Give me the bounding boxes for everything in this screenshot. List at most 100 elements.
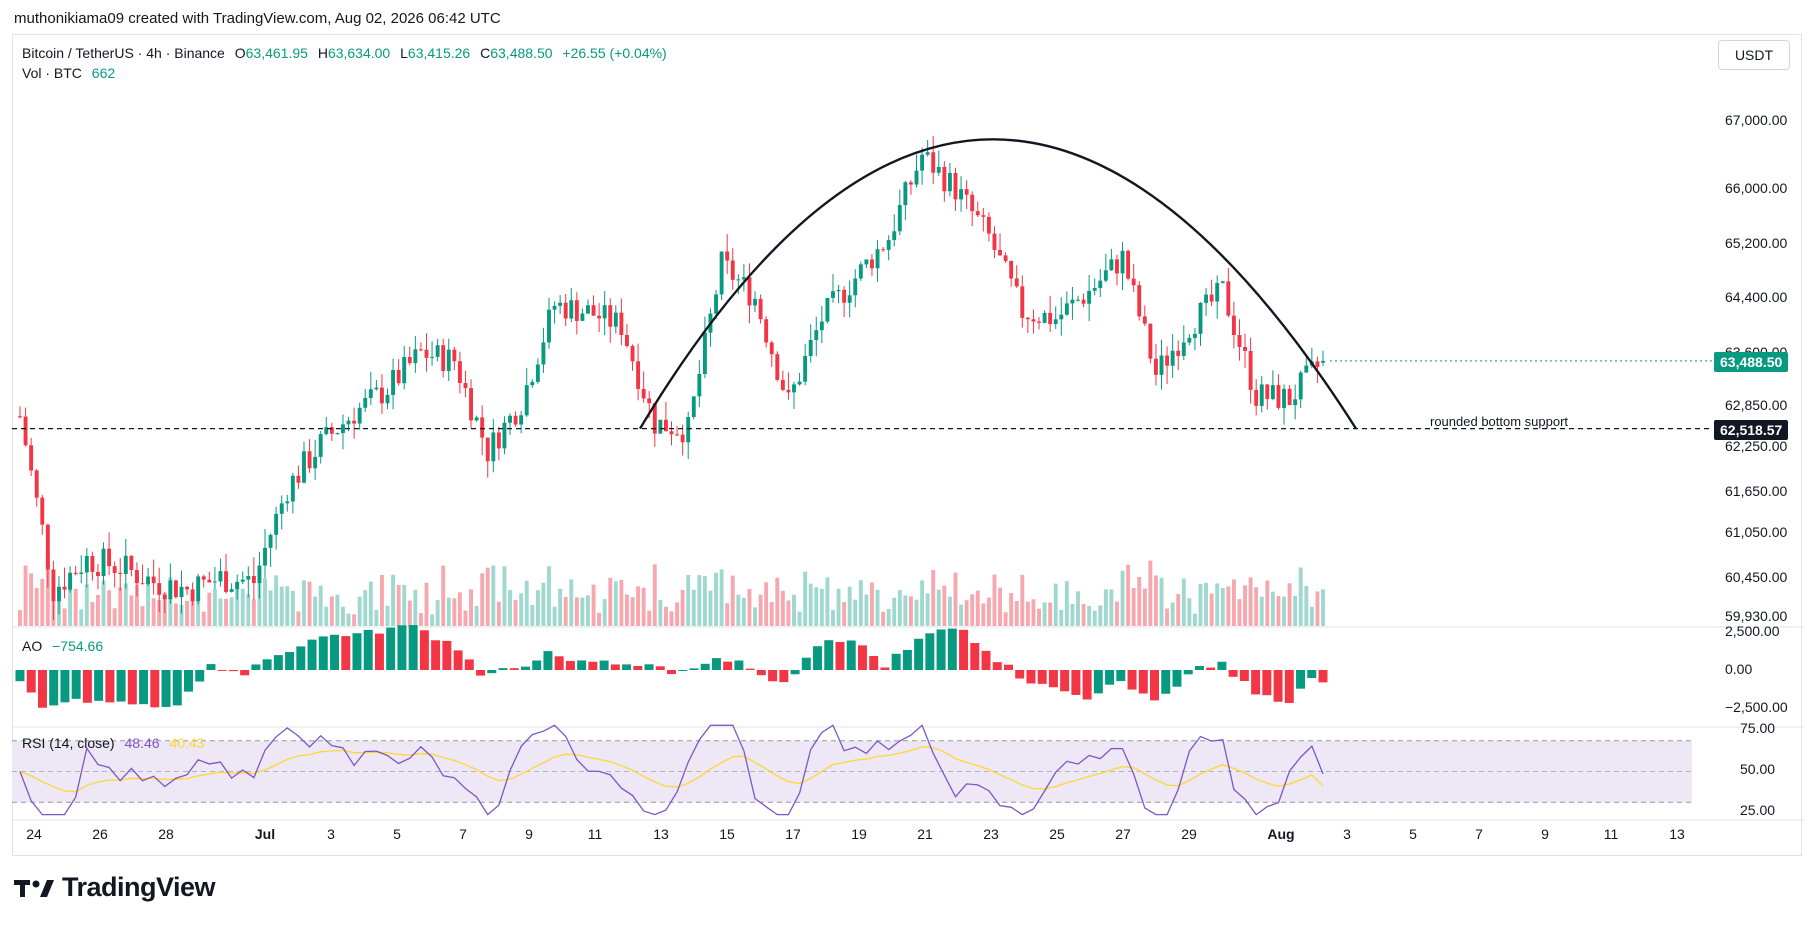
volume-bar <box>329 596 334 626</box>
ao-bar <box>397 625 407 670</box>
candle-body <box>942 166 947 192</box>
ao-bar <box>386 627 396 670</box>
ao-bar <box>711 658 721 670</box>
volume-bar <box>702 576 707 626</box>
tradingview-logo[interactable]: TradingView <box>14 872 216 903</box>
candle-body <box>1270 385 1275 399</box>
ao-bar <box>801 657 811 670</box>
candle-body <box>1181 342 1186 356</box>
candle-body <box>374 387 379 390</box>
volume-bar <box>73 588 78 626</box>
rsi-line <box>19 724 1324 816</box>
volume-bar <box>279 586 284 626</box>
volume-bar <box>302 580 306 626</box>
candle-body <box>619 312 624 336</box>
volume-bar <box>986 597 991 626</box>
ao-bar <box>532 660 542 670</box>
volume-bar <box>1053 583 1058 626</box>
volume-bar <box>847 586 852 626</box>
ao-bar <box>655 666 665 670</box>
volume-bar <box>970 594 975 626</box>
candle-body <box>1020 286 1025 318</box>
candle-body <box>669 431 674 435</box>
ao-bar <box>644 664 654 670</box>
candle-body <box>608 305 613 327</box>
ao-bar <box>1037 670 1047 684</box>
candle-body <box>563 302 568 319</box>
price-tick-label: 62,850.00 <box>1725 397 1788 413</box>
ao-bar <box>1217 661 1227 670</box>
ao-bar <box>1251 670 1261 695</box>
candle-body <box>1109 259 1114 271</box>
volume-bar <box>129 595 134 626</box>
ao-bar <box>700 663 710 670</box>
candle-body <box>457 361 462 384</box>
currency-selector[interactable]: USDT <box>1718 40 1790 70</box>
candle-body <box>519 415 524 425</box>
candle-body <box>469 388 473 421</box>
volume-bar <box>903 595 908 626</box>
tradingview-logo-icon <box>14 879 54 897</box>
price-tick-label: 61,050.00 <box>1725 524 1788 540</box>
candle-body <box>1070 299 1075 304</box>
candle-body <box>981 215 986 217</box>
high-label: H <box>317 45 328 61</box>
candle-body <box>602 305 607 319</box>
volume-bar <box>352 614 357 626</box>
volume-bar <box>1131 588 1136 626</box>
candle-body <box>886 240 891 250</box>
time-tick-label: 5 <box>1409 826 1417 842</box>
candle-body <box>552 305 557 310</box>
price-tick-label: 60,450.00 <box>1725 569 1788 585</box>
candle-body <box>1131 278 1136 286</box>
time-tick-label: 25 <box>1049 826 1065 842</box>
candle-body <box>101 548 106 576</box>
volume-label: Vol · BTC <box>22 65 82 81</box>
ao-bar <box>228 670 238 672</box>
ao-bar <box>543 651 553 670</box>
price-tick-label: 66,000.00 <box>1725 180 1788 196</box>
volume-bar <box>140 606 145 626</box>
volume-bar <box>313 596 318 626</box>
ao-bar <box>723 661 733 670</box>
volume-bar <box>925 593 930 626</box>
candle-body <box>702 332 707 375</box>
volume-bar <box>357 596 362 626</box>
time-tick-label: Jul <box>254 826 276 842</box>
candle-body <box>586 305 590 314</box>
candle-body <box>580 313 585 321</box>
volume-bar <box>1176 593 1181 626</box>
ao-tick-label: 2,500.00 <box>1725 623 1780 639</box>
volume-bar <box>1237 599 1242 626</box>
volume-bar <box>803 571 808 626</box>
ao-bar <box>936 629 946 670</box>
candle-body <box>385 394 390 404</box>
candle-body <box>268 534 273 548</box>
volume-bar <box>769 602 774 626</box>
close-label: C <box>480 45 491 61</box>
candle-body <box>45 524 50 570</box>
time-tick-label: 3 <box>327 826 335 842</box>
candle-body <box>925 152 930 155</box>
volume-bar <box>647 610 652 626</box>
volume-bar <box>814 587 819 626</box>
ao-bar <box>363 629 373 670</box>
ao-bar <box>891 653 901 670</box>
volume-bar <box>1181 578 1186 626</box>
candle-body <box>162 594 167 600</box>
ao-bar <box>1183 670 1193 675</box>
candle-body <box>825 297 830 322</box>
support-annotation[interactable]: rounded bottom support <box>1430 414 1569 429</box>
ao-bar <box>902 649 912 670</box>
volume-bar <box>268 590 273 626</box>
candle-body <box>936 166 941 173</box>
candle-body <box>23 416 28 446</box>
candle-body <box>964 189 969 195</box>
ao-bar <box>285 652 295 670</box>
candle-body <box>335 433 340 435</box>
candle-body <box>953 172 958 200</box>
volume-bar <box>736 594 741 626</box>
ao-bar <box>745 668 755 670</box>
candle-body <box>975 211 980 216</box>
